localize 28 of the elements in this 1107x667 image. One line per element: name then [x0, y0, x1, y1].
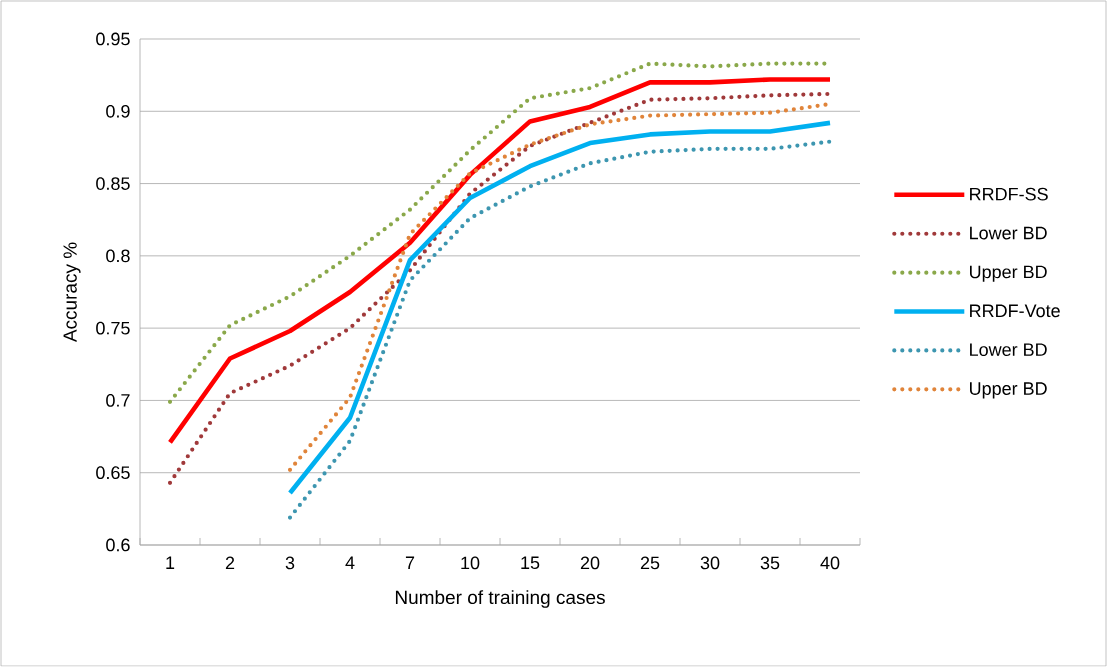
legend-label: Upper BD	[970, 382, 1047, 399]
y-tick-label: 0.75	[96, 321, 130, 335]
x-tick-label: 40	[820, 556, 840, 570]
legend-label: RRDF-SS	[970, 187, 1048, 201]
y-tick-label: 0.8	[106, 249, 130, 263]
y-tick-label: 0.95	[96, 32, 130, 46]
legend-label: Lower BD	[970, 226, 1047, 240]
y-tick-label: 0.9	[106, 104, 130, 118]
y-tick-label: 0.7	[106, 394, 130, 407]
legend-label: Lower BD	[970, 343, 1047, 357]
x-tick-label: 1	[166, 556, 175, 569]
x-tick-label: 7	[405, 556, 415, 569]
legend-label: RRDF-Vote	[970, 304, 1060, 318]
x-tick-label: 30	[700, 556, 720, 570]
legend-label: Upper BD	[970, 265, 1047, 282]
x-tick-label: 2	[225, 556, 235, 570]
x-tick-label: 35	[760, 556, 780, 570]
x-tick-label: 25	[640, 556, 660, 570]
y-axis-title: Accuracy %	[63, 242, 81, 343]
y-tick-label: 0.65	[96, 466, 130, 480]
y-tick-label: 0.6	[106, 538, 130, 552]
x-tick-label: 4	[345, 556, 355, 569]
x-tick-label: 20	[580, 556, 600, 570]
x-tick-label: 15	[521, 556, 540, 570]
x-tick-label: 3	[285, 556, 295, 570]
x-axis-title: Number of training cases	[395, 590, 605, 608]
x-tick-label: 10	[461, 556, 480, 570]
y-tick-label: 0.85	[96, 177, 130, 190]
